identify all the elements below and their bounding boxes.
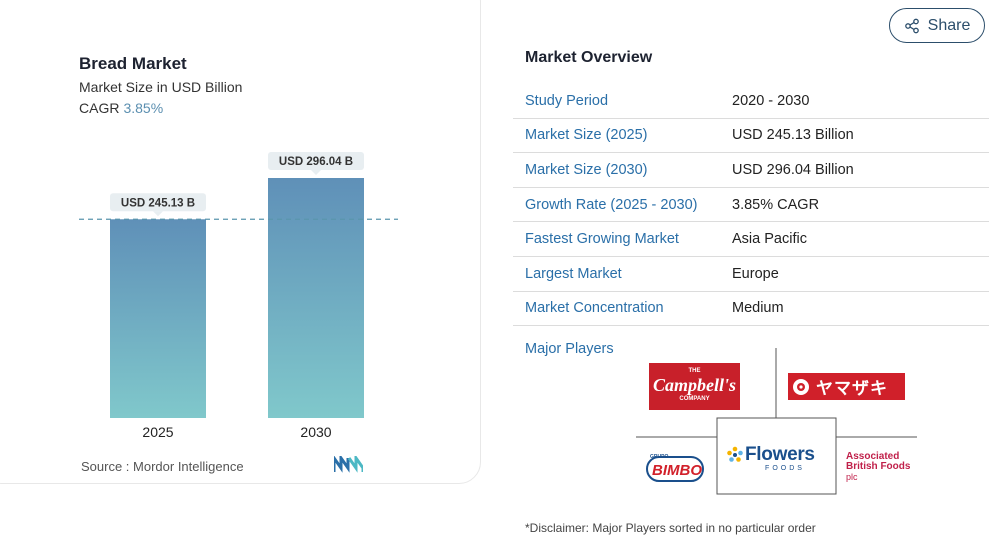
bar-2025 — [110, 219, 206, 418]
row-value: 2020 - 2030 — [732, 92, 810, 109]
table-row: Market Size (2025) USD 245.13 Billion — [513, 119, 989, 154]
row-value: Europe — [732, 265, 779, 282]
flower-icon — [727, 446, 743, 462]
abf-line3: plc — [846, 472, 858, 482]
flowers-name: Flowers — [745, 444, 815, 465]
row-key[interactable]: Market Concentration — [525, 300, 664, 317]
cagr-value: 3.85% — [123, 100, 164, 116]
campbells-logo[interactable]: THE Campbell's COMPANY — [649, 363, 740, 410]
data-label-bg — [268, 152, 364, 170]
row-value: 3.85% CAGR — [732, 196, 820, 213]
row-key[interactable]: Fastest Growing Market — [525, 231, 679, 248]
cagr-label: CAGR — [79, 100, 120, 116]
row-value: Medium — [732, 300, 784, 317]
row-key[interactable]: Largest Market — [525, 265, 622, 282]
flowers-foods-logo[interactable]: Flowers FOODS — [724, 444, 828, 474]
yamazaki-emblem-icon — [793, 378, 809, 395]
row-value: USD 296.04 Billion — [732, 161, 854, 178]
bimbo-logo[interactable]: GRUPO BIMBO — [646, 452, 706, 484]
table-row: Market Concentration Medium — [513, 292, 989, 327]
campbells-bottom-text: COMPANY — [679, 396, 710, 402]
table-row: Market Size (2030) USD 296.04 Billion — [513, 153, 989, 188]
chart-title: Bread Market — [79, 54, 187, 73]
abf-logo[interactable]: Associated British Foods plc — [846, 452, 918, 484]
chart-cagr: CAGR 3.85% — [79, 100, 163, 116]
row-value: USD 245.13 Billion — [732, 127, 854, 144]
data-label-pointer — [153, 211, 163, 217]
table-row: Fastest Growing Market Asia Pacific — [513, 222, 989, 257]
data-label: USD 296.04 B — [279, 156, 353, 168]
abf-line1: Associated — [846, 451, 900, 462]
campbells-top-text: THE — [688, 368, 701, 374]
campbells-name: Campbell's — [652, 375, 736, 395]
yamazaki-name: ヤマザキ — [816, 379, 888, 398]
x-tick-label: 2030 — [300, 424, 331, 440]
data-label-bg — [110, 193, 206, 212]
x-tick-label: 2025 — [142, 424, 173, 440]
share-icon — [904, 18, 919, 33]
row-key[interactable]: Market Size (2025) — [525, 127, 648, 144]
bimbo-name: BIMBO — [652, 462, 702, 479]
abf-line2: British Foods — [846, 461, 911, 472]
table-row: Largest Market Europe — [513, 257, 989, 292]
bar-2030 — [268, 178, 364, 418]
disclaimer: *Disclaimer: Major Players sorted in no … — [525, 521, 816, 535]
flowers-sub: FOODS — [765, 465, 805, 472]
chart-card — [0, 0, 481, 484]
table-row: Growth Rate (2025 - 2030) 3.85% CAGR — [513, 188, 989, 223]
row-key[interactable]: Market Size (2030) — [525, 161, 648, 178]
share-button[interactable]: Share — [889, 8, 985, 43]
row-key[interactable]: Growth Rate (2025 - 2030) — [525, 196, 698, 213]
mordor-intelligence-logo — [334, 456, 363, 473]
major-players-title[interactable]: Major Players — [525, 341, 614, 357]
chart-subtitle: Market Size in USD Billion — [79, 79, 243, 95]
data-label: USD 245.13 B — [121, 197, 195, 209]
share-label: Share — [927, 16, 971, 34]
row-key[interactable]: Study Period — [525, 92, 609, 109]
table-row: Study Period 2020 - 2030 — [513, 84, 989, 119]
yamazaki-logo[interactable]: ヤマザキ — [788, 373, 905, 400]
bimbo-badge — [646, 456, 704, 482]
market-overview-title: Market Overview — [525, 49, 653, 66]
chart-source: Source : Mordor Intelligence — [81, 459, 244, 474]
bar-chart: USD 245.13 B 2025 USD 296.04 B 2030 — [79, 152, 398, 440]
market-overview-table: Study Period 2020 - 2030 Market Size (202… — [513, 84, 989, 327]
bimbo-top-text: GRUPO — [650, 454, 669, 460]
row-value: Asia Pacific — [732, 231, 807, 248]
data-label-pointer — [311, 170, 321, 175]
